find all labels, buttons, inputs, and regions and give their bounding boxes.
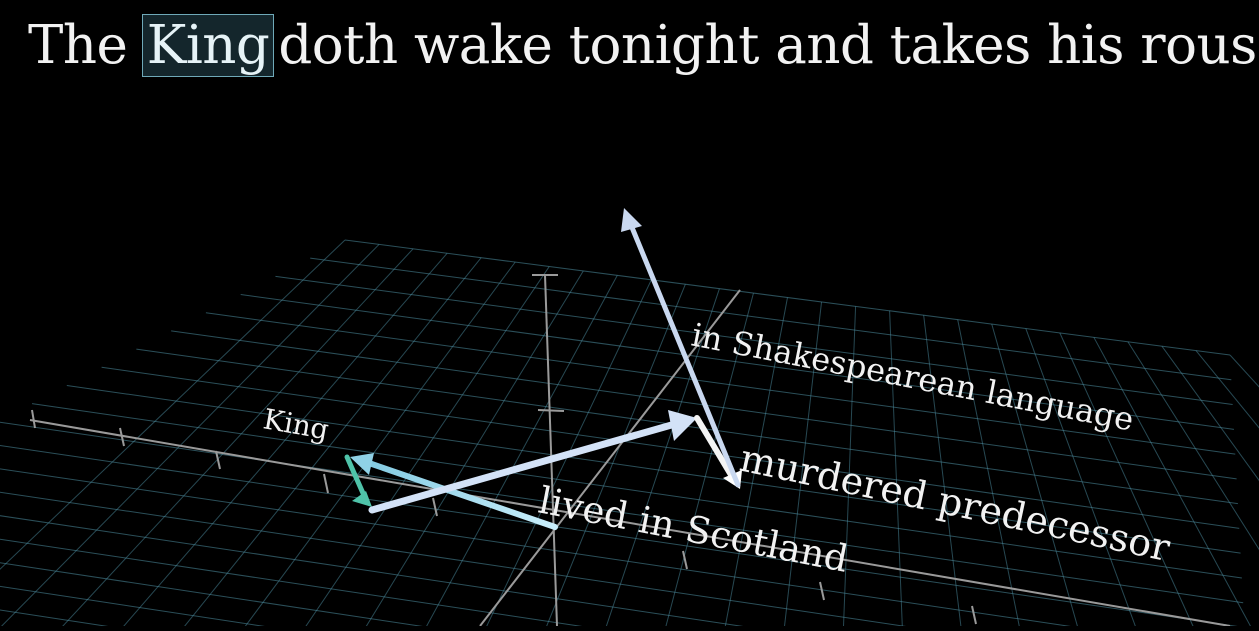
sentence-headline: The King doth wake tonight and takes his … xyxy=(28,14,1259,77)
grid-line xyxy=(783,301,823,631)
grid-line xyxy=(0,421,1244,604)
grid-line xyxy=(889,310,904,631)
predecessor-elbow xyxy=(694,415,737,483)
vectors xyxy=(344,208,742,530)
grid-line xyxy=(275,275,1233,406)
grid-line xyxy=(180,257,482,631)
grid-line xyxy=(66,384,1241,554)
sentence-start: The xyxy=(28,15,128,76)
grid-line xyxy=(0,468,1105,631)
grid-line xyxy=(101,366,1240,529)
grid-line xyxy=(0,562,456,631)
grid-line xyxy=(0,622,1258,626)
x-tick xyxy=(323,473,329,494)
king-vector-head xyxy=(352,491,372,507)
grid-line xyxy=(1195,350,1259,429)
grid-line xyxy=(0,538,616,631)
predecessor-vector-head xyxy=(668,410,697,441)
x-tick xyxy=(215,450,221,470)
grid-line xyxy=(362,270,584,631)
grid-line xyxy=(544,284,686,631)
scotland-vector xyxy=(363,459,558,530)
x-tick xyxy=(819,581,825,601)
grid-line xyxy=(240,294,1235,430)
grid-line xyxy=(302,266,550,631)
grid-line xyxy=(957,319,1021,631)
x-axis xyxy=(29,419,1231,627)
scotland-vector-head xyxy=(350,453,374,475)
grid-line xyxy=(664,292,754,631)
x-tick xyxy=(682,550,688,570)
grid-line xyxy=(1093,337,1254,631)
grid-line xyxy=(31,403,1242,579)
grid-line xyxy=(1025,328,1138,631)
grid-line xyxy=(0,609,142,631)
y-axis-tick xyxy=(537,409,565,412)
grid-line xyxy=(1127,341,1259,551)
grid-line xyxy=(0,491,940,631)
axes xyxy=(29,274,1231,627)
z-axis xyxy=(479,289,741,627)
grid-line xyxy=(991,323,1080,631)
grid-line xyxy=(241,261,516,631)
grid-line xyxy=(923,315,962,631)
grid-line xyxy=(1161,345,1259,482)
grid-line xyxy=(0,515,777,631)
grid-line xyxy=(0,585,298,631)
x-tick xyxy=(31,409,36,429)
grid-line xyxy=(118,252,448,631)
grid-line xyxy=(0,244,380,629)
grid-line xyxy=(0,239,346,570)
grid-line xyxy=(0,444,1245,628)
grid-line xyxy=(1059,332,1196,631)
x-tick xyxy=(432,497,438,517)
grid-line xyxy=(1229,354,1259,388)
x-axis-ticks xyxy=(31,409,977,625)
grid-line xyxy=(723,297,788,631)
x-tick xyxy=(119,427,125,447)
x-tick xyxy=(971,605,977,625)
scotland-label: lived in Scotland xyxy=(535,479,851,581)
shakespeare-vector-head xyxy=(621,208,642,232)
perspective-grid xyxy=(0,239,1259,631)
shakespeare-vector xyxy=(628,222,741,488)
king-label: King xyxy=(261,402,332,446)
grid-line xyxy=(842,306,857,631)
king-vector xyxy=(344,454,369,503)
grid-line xyxy=(423,275,618,631)
y-axis xyxy=(544,274,558,627)
grid-line xyxy=(57,248,414,631)
sentence-rest: doth wake tonight and takes his rouse ..… xyxy=(278,15,1259,76)
highlighted-word: King xyxy=(141,14,275,77)
predecessor-vector xyxy=(368,420,679,514)
grid-line xyxy=(310,257,1232,381)
